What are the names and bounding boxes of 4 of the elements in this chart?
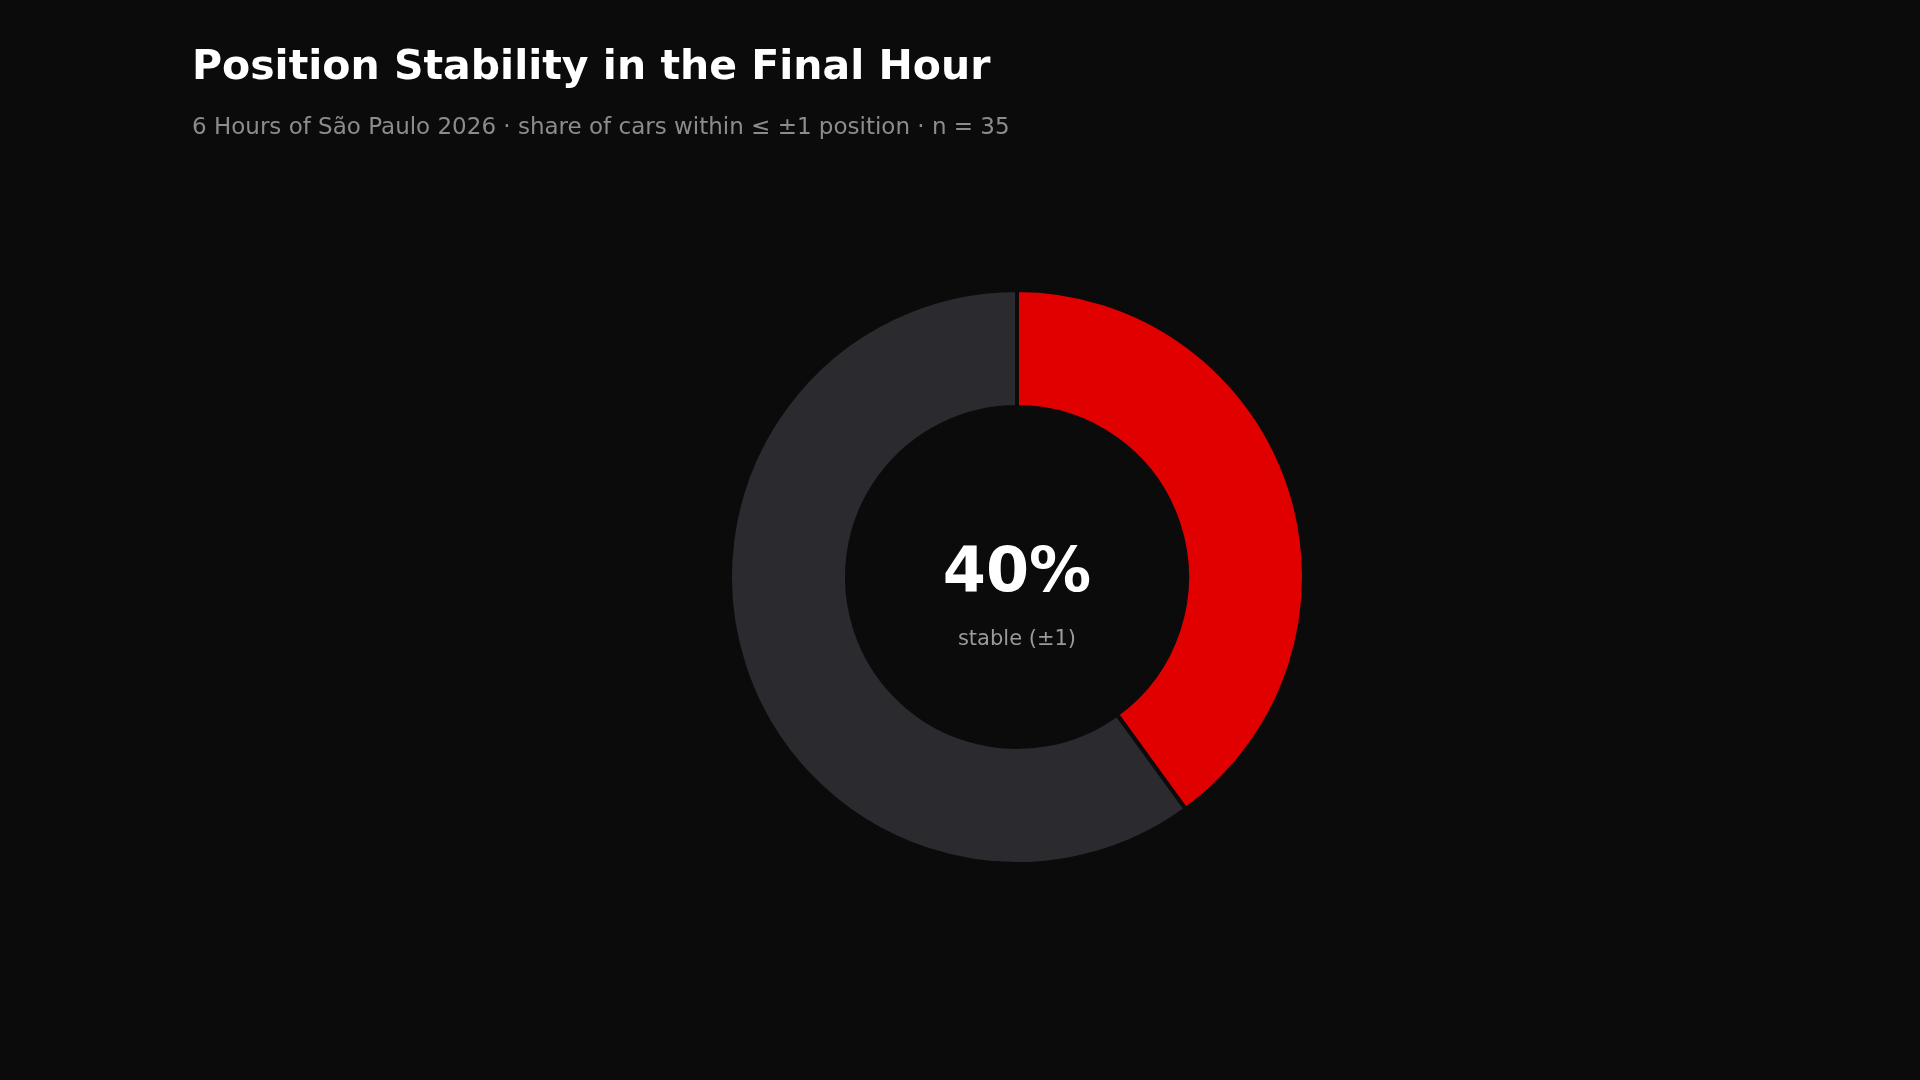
text: 40%: [942, 533, 1092, 606]
chart-subtitle: 6 Hours of São Paulo 2026 · share of cars within ≤ ±1 position · n = 35: [192, 113, 1010, 139]
chart-title: Position Stability in the Final Hour: [192, 41, 992, 89]
text: stable (±1): [957, 626, 1077, 650]
